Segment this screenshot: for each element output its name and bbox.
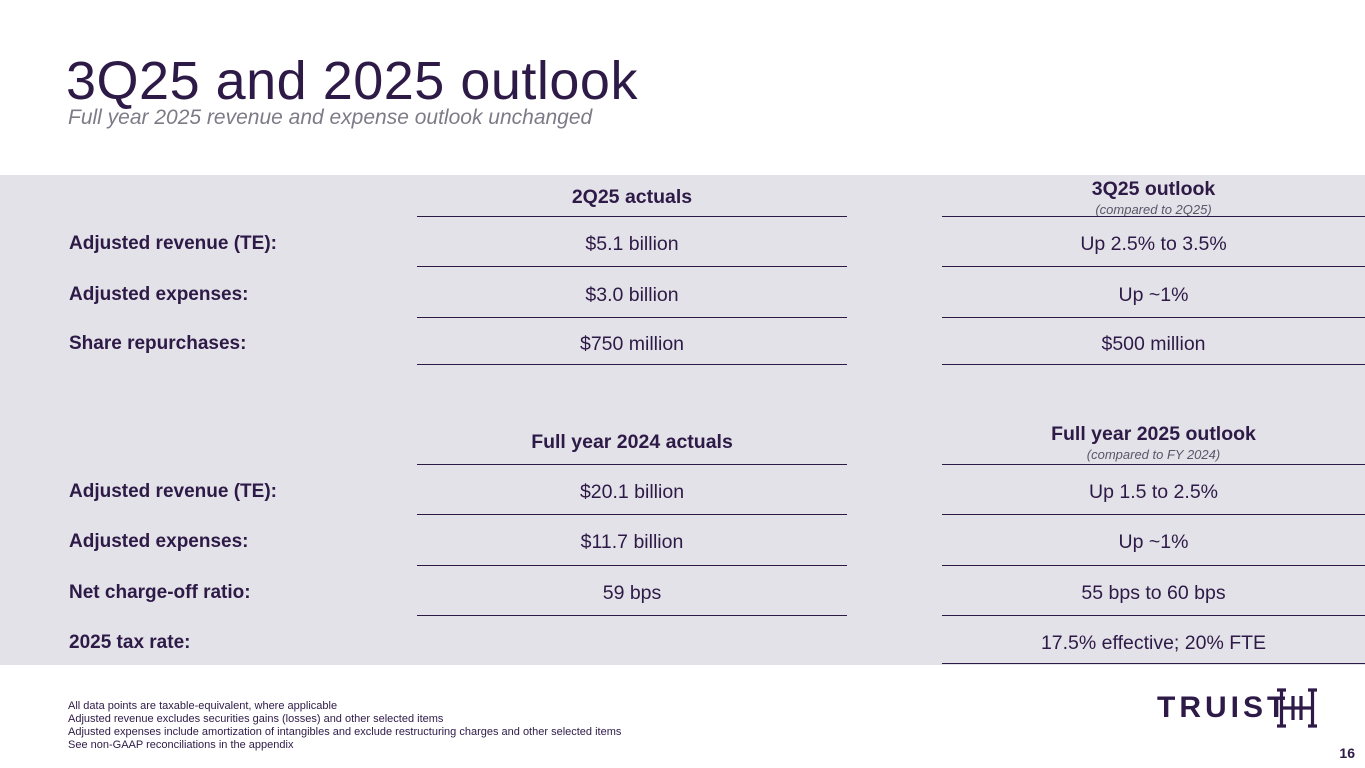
divider-line	[942, 317, 1365, 318]
divider-line	[417, 266, 847, 267]
table-cell-outlook: 17.5% effective; 20% FTE	[1040, 632, 1267, 654]
divider-line	[417, 317, 847, 318]
divider-line	[417, 464, 847, 465]
divider-line	[417, 216, 847, 217]
divider-line	[942, 364, 1365, 365]
divider-line	[942, 266, 1365, 267]
row-label-adjusted-revenue: Adjusted revenue (TE):	[69, 233, 277, 254]
footnote: All data points are taxable-equivalent, …	[68, 700, 338, 712]
row-label-adjusted-revenue: Adjusted revenue (TE):	[69, 481, 277, 502]
row-label-tax-rate: 2025 tax rate:	[69, 632, 191, 653]
logo-wordmark: TRUIST	[1157, 691, 1290, 724]
outlook-table-panel: 2Q25 actuals 3Q25 outlook (compared to 2…	[0, 175, 1365, 665]
footnote: Adjusted revenue excludes securities gai…	[68, 713, 444, 725]
table-cell-outlook: Up ~1%	[1118, 284, 1189, 306]
footnote: See non-GAAP reconciliations in the appe…	[68, 739, 294, 751]
table-cell-actual: $5.1 billion	[585, 233, 679, 255]
section2-actuals-header: Full year 2024 actuals	[531, 431, 733, 453]
table-cell-actual: $20.1 billion	[579, 481, 685, 503]
table-cell-outlook: Up 2.5% to 3.5%	[1080, 233, 1227, 255]
table-cell-actual: $11.7 billion	[580, 531, 684, 553]
section1-outlook-subheader: (compared to 2Q25)	[1095, 202, 1212, 217]
divider-line	[942, 663, 1365, 664]
row-label-net-charge-off-ratio: Net charge-off ratio:	[69, 582, 251, 603]
page-subtitle: Full year 2025 revenue and expense outlo…	[68, 106, 593, 129]
table-cell-outlook: 55 bps to 60 bps	[1081, 582, 1226, 604]
row-label-adjusted-expenses: Adjusted expenses:	[69, 531, 249, 552]
divider-line	[942, 216, 1365, 217]
page-number: 16	[1339, 745, 1355, 761]
table-cell-outlook: Up 1.5 to 2.5%	[1089, 481, 1218, 503]
section1-actuals-header: 2Q25 actuals	[571, 186, 693, 208]
section2-outlook-header: Full year 2025 outlook	[1051, 423, 1256, 445]
divider-line	[417, 514, 847, 515]
table-cell-actual: $3.0 billion	[585, 284, 679, 306]
section1-outlook-header: 3Q25 outlook	[1091, 178, 1216, 200]
truist-logo-mark-icon	[1277, 688, 1317, 728]
table-cell-outlook: Up ~1%	[1118, 531, 1189, 553]
table-cell-actual: 59 bps	[602, 582, 662, 604]
section2-outlook-subheader: (compared to FY 2024)	[1086, 447, 1221, 462]
divider-line	[942, 615, 1365, 616]
table-cell-actual: $750 million	[579, 333, 685, 355]
divider-line	[417, 565, 847, 566]
footnotes: All data points are taxable-equivalent, …	[68, 700, 621, 752]
divider-line	[942, 514, 1365, 515]
page-title: 3Q25 and 2025 outlook	[66, 51, 638, 111]
divider-line	[417, 364, 847, 365]
divider-line	[942, 464, 1365, 465]
row-label-adjusted-expenses: Adjusted expenses:	[69, 284, 249, 305]
divider-line	[417, 615, 847, 616]
row-label-share-repurchases: Share repurchases:	[69, 333, 247, 354]
table-cell-outlook: $500 million	[1101, 333, 1206, 355]
footnote: Adjusted expenses include amortization o…	[68, 726, 622, 738]
divider-line	[942, 565, 1365, 566]
